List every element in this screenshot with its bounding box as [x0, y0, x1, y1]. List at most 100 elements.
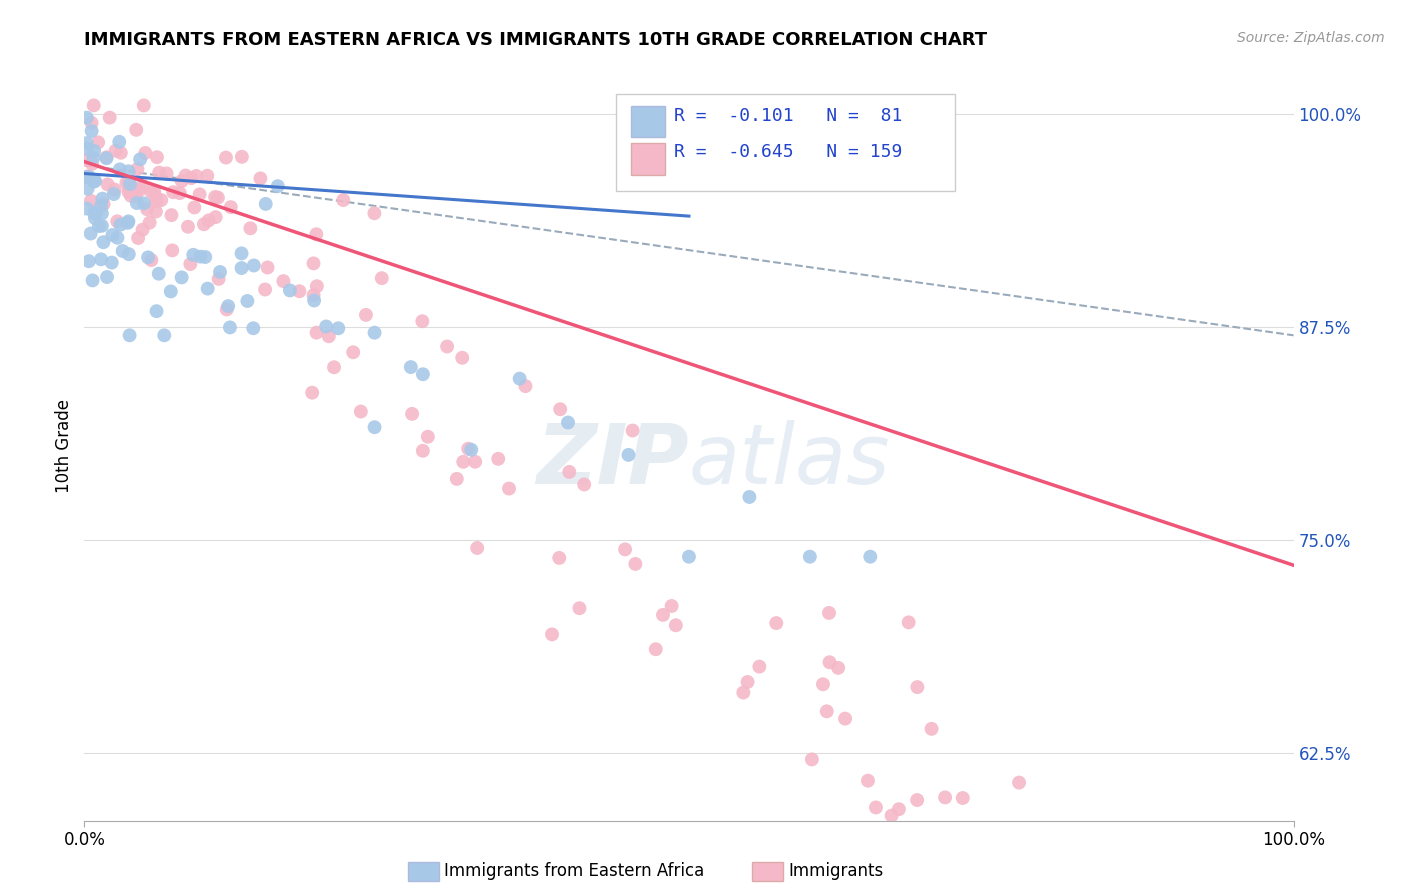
- Point: [169, 186, 191, 201]
- Point: [621, 424, 644, 438]
- Point: [990, 822, 1012, 837]
- Point: [1251, 822, 1274, 837]
- Point: [162, 185, 184, 199]
- Point: [558, 465, 581, 479]
- Point: [84, 211, 107, 225]
- Point: [180, 171, 202, 186]
- Point: [118, 181, 141, 195]
- Point: [118, 247, 141, 261]
- Point: [254, 197, 277, 211]
- Point: [486, 451, 509, 466]
- Point: [194, 250, 217, 264]
- Text: Immigrants: Immigrants: [789, 863, 884, 880]
- Point: [865, 800, 887, 814]
- Point: [1074, 822, 1097, 837]
- Point: [76, 202, 98, 216]
- Point: [363, 206, 385, 220]
- Point: [464, 455, 486, 469]
- Point: [76, 136, 98, 150]
- Point: [748, 659, 770, 673]
- Point: [1084, 822, 1107, 837]
- Point: [301, 385, 323, 400]
- Point: [110, 145, 132, 160]
- Point: [125, 123, 148, 137]
- Point: [457, 442, 479, 456]
- Point: [515, 379, 537, 393]
- Point: [118, 328, 141, 343]
- Point: [997, 822, 1019, 837]
- Point: [183, 201, 205, 215]
- Point: [76, 111, 98, 125]
- Text: R =  -0.101   N =  81: R = -0.101 N = 81: [675, 107, 903, 125]
- Point: [136, 202, 159, 217]
- Point: [179, 257, 201, 271]
- Point: [411, 314, 433, 328]
- Point: [82, 151, 104, 165]
- Point: [652, 607, 675, 622]
- Point: [614, 542, 637, 557]
- Point: [83, 206, 105, 220]
- Point: [799, 549, 821, 564]
- Point: [1071, 822, 1094, 837]
- Point: [818, 606, 841, 620]
- Point: [129, 153, 152, 167]
- Point: [1062, 822, 1084, 837]
- Point: [834, 712, 856, 726]
- Point: [1085, 822, 1108, 837]
- Point: [159, 285, 181, 299]
- Point: [859, 549, 882, 564]
- Point: [856, 773, 879, 788]
- Point: [190, 250, 212, 264]
- Point: [412, 368, 434, 382]
- Point: [243, 259, 266, 273]
- Point: [90, 219, 112, 233]
- Point: [1088, 822, 1111, 837]
- Point: [111, 244, 134, 258]
- Point: [82, 173, 104, 187]
- Point: [363, 326, 385, 340]
- Point: [465, 541, 488, 555]
- Point: [101, 227, 124, 242]
- Point: [733, 685, 755, 699]
- Point: [76, 142, 98, 156]
- Point: [363, 420, 385, 434]
- Point: [80, 157, 103, 171]
- Point: [186, 169, 208, 183]
- Point: [90, 252, 112, 267]
- Point: [143, 185, 166, 199]
- Point: [1270, 822, 1292, 837]
- Point: [83, 175, 105, 189]
- Point: [76, 169, 98, 184]
- Point: [100, 255, 122, 269]
- Point: [305, 326, 328, 340]
- Point: [451, 455, 474, 469]
- Point: [117, 216, 139, 230]
- Text: ZIP: ZIP: [536, 420, 689, 501]
- Point: [1136, 822, 1159, 837]
- Point: [548, 550, 571, 565]
- Point: [231, 260, 253, 275]
- Point: [107, 231, 129, 245]
- Point: [208, 265, 231, 279]
- Point: [93, 235, 115, 250]
- Point: [117, 164, 139, 178]
- Y-axis label: 10th Grade: 10th Grade: [55, 399, 73, 493]
- Point: [120, 188, 142, 202]
- Point: [127, 162, 149, 177]
- Point: [204, 190, 226, 204]
- Point: [980, 822, 1002, 837]
- Point: [1008, 775, 1031, 789]
- Point: [401, 407, 423, 421]
- Text: R =  -0.645   N = 159: R = -0.645 N = 159: [675, 143, 903, 161]
- Point: [231, 150, 253, 164]
- Point: [131, 223, 153, 237]
- Point: [82, 273, 104, 287]
- Point: [278, 284, 301, 298]
- Point: [323, 360, 346, 375]
- Point: [162, 244, 184, 258]
- Point: [91, 192, 114, 206]
- Point: [305, 279, 328, 293]
- Point: [76, 153, 98, 167]
- Point: [541, 627, 564, 641]
- Point: [90, 206, 112, 220]
